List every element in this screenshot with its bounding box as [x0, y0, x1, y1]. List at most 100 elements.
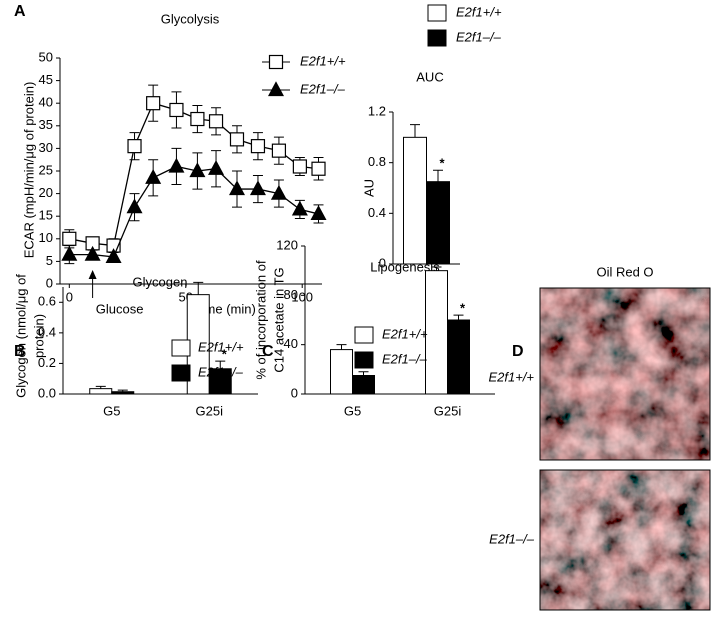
x-tick-label: G5 [103, 403, 120, 418]
data-point [270, 184, 287, 200]
legend-label: E2f1–/– [198, 364, 244, 379]
y-tick-label: 5 [46, 253, 53, 268]
legend-swatch [427, 29, 447, 47]
bar [352, 375, 375, 395]
data-point [105, 248, 122, 263]
y-axis-label: % of incorporation of [253, 260, 268, 380]
data-point [84, 245, 101, 261]
legend-marker [267, 81, 285, 97]
x-tick-label: G25i [434, 403, 462, 418]
data-point [310, 205, 327, 221]
bar [426, 181, 450, 265]
y-tick-label: 0.6 [38, 294, 56, 309]
micrograph-border [539, 469, 711, 611]
y-tick-label: 1.2 [368, 103, 386, 118]
y-tick-label: 40 [284, 336, 298, 351]
legend-label: E2f1–/– [456, 29, 502, 44]
y-tick-label: 0.8 [368, 154, 386, 169]
micrograph [540, 288, 710, 460]
data-point [291, 200, 308, 216]
data-point [311, 161, 326, 176]
data-point [145, 169, 162, 184]
panel-label: B [14, 343, 26, 360]
error-bar [433, 169, 443, 182]
y-tick-label: 25 [39, 162, 53, 177]
chart-title: Glycolysis [161, 11, 220, 26]
y-tick-label: 0 [379, 255, 386, 270]
bar [447, 319, 470, 395]
data-point [62, 231, 77, 246]
error-bar [453, 314, 464, 320]
bar [111, 391, 135, 395]
bar [89, 388, 113, 395]
y-tick-label: 40 [39, 95, 53, 110]
y-axis-label: ECAR (mpH/min/μg of protein) [21, 82, 36, 259]
error-bar [336, 344, 347, 350]
bar [403, 136, 427, 265]
y-tick-label: 10 [39, 230, 53, 245]
data-point [249, 180, 266, 196]
x-tick-label: G5 [344, 403, 361, 418]
y-tick-label: 0 [291, 385, 298, 400]
error-bar [358, 371, 369, 376]
data-point [250, 139, 266, 154]
chart-title: AUC [416, 69, 443, 84]
legend-label: E2f1–/– [300, 81, 346, 96]
y-tick-label: 0.0 [38, 385, 56, 400]
micrograph-border [539, 287, 711, 461]
significance-star: * [439, 156, 445, 171]
data-point [168, 157, 185, 173]
legend-swatch [354, 351, 374, 369]
y-tick-label: 0.2 [38, 355, 56, 370]
chart-title: Glycogen [133, 274, 188, 289]
y-axis-label: C14 acetate in TG [271, 267, 286, 372]
bar [425, 270, 448, 395]
data-point [126, 198, 143, 214]
panel-label: C [262, 343, 274, 360]
data-point [292, 159, 307, 174]
data-point [208, 159, 225, 175]
legend-label: E2f1+/+ [300, 53, 346, 68]
panel-title: Oil Red O [596, 264, 653, 279]
image-label: E2f1–/– [489, 531, 535, 546]
y-tick-label: 35 [39, 117, 53, 132]
x-tick-label: G25i [196, 403, 224, 418]
legend-swatch [171, 339, 191, 357]
y-tick-label: 20 [39, 185, 53, 200]
bar [330, 349, 353, 395]
legend-label: E2f1–/– [382, 351, 428, 366]
y-tick-label: 0 [46, 275, 53, 290]
data-point [189, 162, 206, 178]
error-bar [431, 266, 442, 271]
annotation-arrowhead [88, 270, 97, 279]
y-tick-label: 30 [39, 140, 53, 155]
y-axis-label: protein) [31, 314, 46, 358]
y-tick-label: 45 [39, 72, 53, 87]
y-tick-label: 15 [39, 208, 53, 223]
panel-label: A [14, 3, 26, 20]
significance-star: * [460, 301, 466, 316]
y-tick-label: 50 [39, 49, 53, 64]
data-point [169, 102, 184, 118]
data-point [271, 143, 287, 158]
data-point [61, 245, 78, 261]
y-tick-label: 80 [284, 287, 298, 302]
legend-swatch [354, 326, 374, 344]
error-bar [215, 360, 226, 369]
legend-label: E2f1+/+ [382, 326, 428, 341]
y-tick-label: 120 [276, 237, 298, 252]
legend-label: E2f1+/+ [198, 339, 244, 354]
error-bar [193, 281, 204, 295]
y-axis-label: Glycogen (nmol/μg of [13, 274, 28, 398]
annotation: Glucose [96, 301, 144, 316]
chart-title: Lipogenesis [370, 259, 440, 274]
x-tick-label: 0 [66, 289, 73, 304]
micrograph [540, 470, 710, 610]
data-point [127, 139, 142, 154]
x-tick-label: 100 [291, 289, 313, 304]
data-point [190, 111, 205, 127]
image-label: E2f1+/+ [488, 369, 534, 384]
legend-swatch [427, 4, 447, 22]
